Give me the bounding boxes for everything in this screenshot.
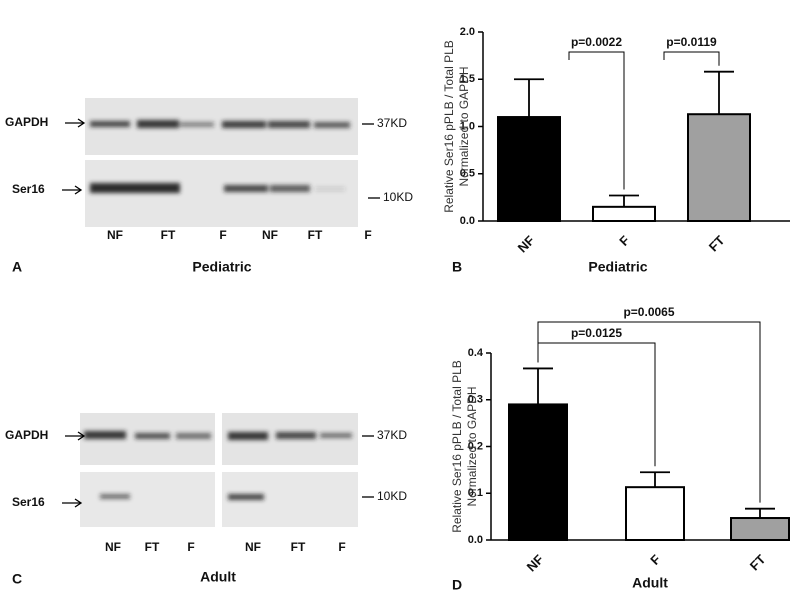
- arrow-head: [77, 431, 86, 441]
- bar: [508, 403, 568, 541]
- arrow-head: [77, 118, 86, 128]
- row-label: GAPDH: [5, 115, 48, 129]
- marker-label: 37KD: [377, 116, 407, 130]
- lane-label: FT: [161, 228, 176, 242]
- blot-c: [80, 413, 358, 527]
- lane-label: NF: [105, 540, 121, 554]
- panel-letter: A: [12, 259, 22, 275]
- x-tick-label: FT: [706, 233, 728, 255]
- row-label: GAPDH: [5, 428, 48, 442]
- y-tick-label: 0.3: [468, 394, 483, 406]
- y-tick-label: 0.1: [468, 487, 483, 499]
- lane-label: F: [187, 540, 194, 554]
- significance-bracket: [663, 51, 720, 66]
- y-axis-label: Relative Ser16 pPLB / Total PLB: [442, 40, 456, 213]
- y-tick-label: 1.5: [460, 73, 475, 85]
- bar: [592, 205, 656, 222]
- row-label: Ser16: [12, 182, 45, 196]
- lane-label: F: [364, 228, 371, 242]
- y-tick-label: 0.5: [460, 168, 475, 180]
- blot-a: [85, 98, 358, 227]
- x-tick-label: NF: [524, 552, 547, 575]
- marker-label: 10KD: [383, 190, 413, 204]
- lane-label: NF: [107, 228, 123, 242]
- arrow-head: [74, 498, 83, 508]
- p-value: p=0.0065: [623, 305, 674, 319]
- lane-label: NF: [245, 540, 261, 554]
- panel-letter: D: [452, 577, 462, 593]
- bar: [730, 517, 790, 542]
- y-axis-label: Normalized to GAPDH: [457, 66, 471, 186]
- x-tick-label: NF: [515, 233, 538, 256]
- x-tick-label: FT: [747, 552, 769, 574]
- lane-label: NF: [262, 228, 278, 242]
- lane-label: FT: [145, 540, 160, 554]
- y-tick-label: 0.2: [468, 440, 483, 452]
- significance-bracket: [568, 51, 625, 190]
- y-tick-label: 1.0: [460, 120, 475, 132]
- significance-bracket: [537, 321, 761, 503]
- y-axis-label: Relative Ser16 pPLB / Total PLB: [450, 360, 464, 533]
- y-tick-label: 2.0: [460, 26, 475, 38]
- p-value: p=0.0119: [666, 35, 717, 49]
- p-value: p=0.0125: [571, 326, 622, 340]
- y-tick-label: 0.0: [460, 215, 475, 227]
- blot-title: Pediatric: [192, 259, 251, 275]
- x-tick-label: F: [616, 233, 632, 249]
- y-tick-label: 0.4: [468, 347, 484, 359]
- arrow-head: [74, 185, 83, 195]
- y-axis-label: Normalized to GAPDH: [465, 386, 479, 506]
- marker-label: 10KD: [377, 489, 407, 503]
- lane-label: FT: [308, 228, 323, 242]
- lane-label: FT: [291, 540, 306, 554]
- y-tick-label: 0.0: [468, 534, 483, 546]
- panel-letter: B: [452, 259, 462, 275]
- blot-title: Adult: [200, 569, 236, 585]
- x-tick-label: F: [647, 552, 663, 568]
- bar: [687, 113, 751, 222]
- x-axis-label: Pediatric: [588, 259, 647, 275]
- x-axis-label: Adult: [632, 575, 668, 591]
- bar: [625, 486, 685, 541]
- bar: [497, 116, 561, 222]
- row-label: Ser16: [12, 495, 45, 509]
- p-value: p=0.0022: [571, 35, 622, 49]
- marker-label: 37KD: [377, 428, 407, 442]
- lane-label: F: [338, 540, 345, 554]
- lane-label: F: [219, 228, 226, 242]
- panel-letter: C: [12, 571, 22, 587]
